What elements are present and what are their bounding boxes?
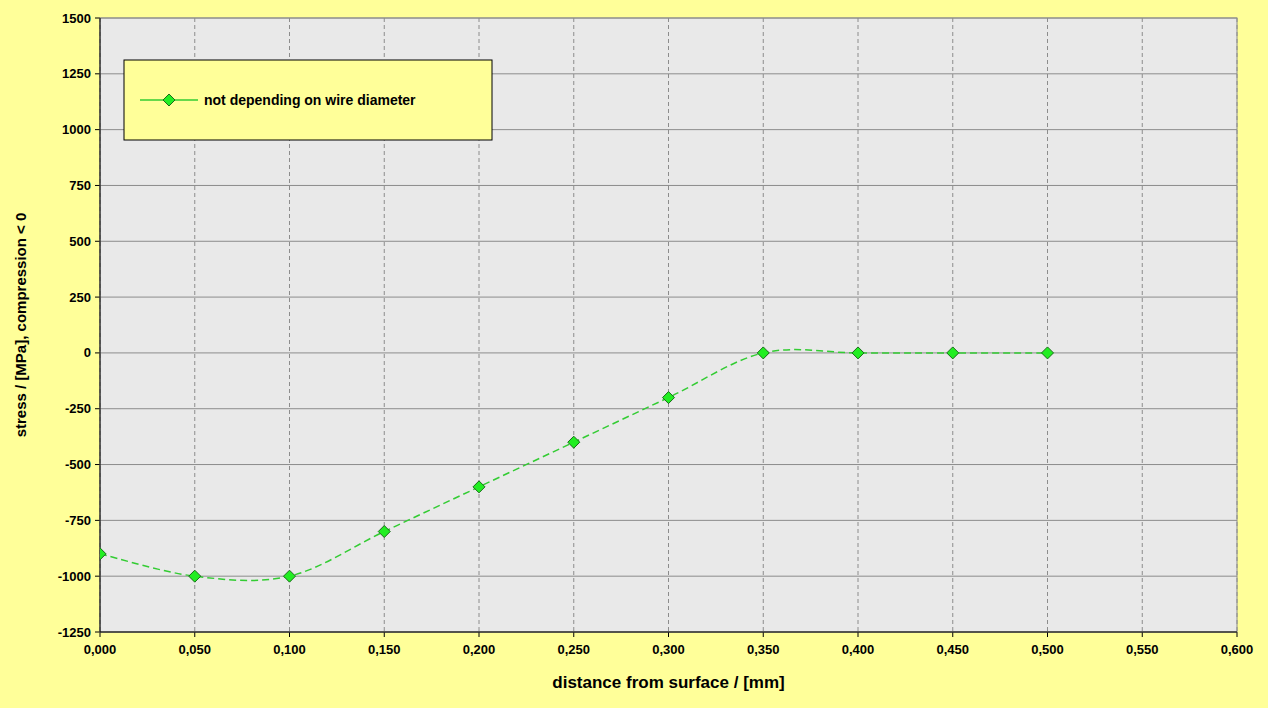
tick-label: 0,000 <box>84 642 117 657</box>
tick-label: 0,500 <box>1031 642 1064 657</box>
tick-label: 250 <box>69 290 91 305</box>
tick-mark <box>95 464 100 465</box>
data-point <box>378 526 390 538</box>
tick-mark <box>95 520 100 521</box>
grid-line <box>100 632 1237 633</box>
grid-line <box>100 520 1237 521</box>
tick-mark <box>1047 632 1048 637</box>
grid-line <box>858 18 859 632</box>
tick-label: -750 <box>65 513 91 528</box>
tick-mark <box>95 632 100 633</box>
grid-line <box>100 18 101 632</box>
tick-mark <box>95 408 100 409</box>
data-point <box>189 570 201 582</box>
legend-marker <box>163 94 175 106</box>
grid-line <box>1142 18 1143 632</box>
tick-label: -500 <box>65 457 91 472</box>
legend-box <box>124 60 492 140</box>
tick-mark <box>95 129 100 130</box>
tick-mark <box>952 632 953 637</box>
tick-mark <box>95 73 100 74</box>
data-point <box>947 347 959 359</box>
data-point <box>284 570 296 582</box>
tick-mark <box>95 18 100 19</box>
grid-line <box>100 464 1237 465</box>
data-point <box>663 392 675 404</box>
tick-label: 1000 <box>62 122 91 137</box>
grid-line <box>1047 18 1048 632</box>
tick-mark <box>573 632 574 637</box>
grid-line <box>100 185 1237 186</box>
tick-mark <box>289 632 290 637</box>
tick-label: 0,350 <box>747 642 780 657</box>
data-point <box>757 347 769 359</box>
tick-mark <box>858 632 859 637</box>
tick-label: 0,150 <box>368 642 401 657</box>
tick-label: 0,050 <box>178 642 211 657</box>
data-point <box>100 548 106 560</box>
grid-line <box>100 576 1237 577</box>
tick-label: 0,300 <box>652 642 685 657</box>
data-point <box>1042 347 1054 359</box>
plot-area <box>100 18 1237 632</box>
tick-mark <box>100 632 101 637</box>
tick-mark <box>95 297 100 298</box>
x-axis-title: distance from surface / [mm] <box>552 673 784 692</box>
grid-line <box>952 18 953 632</box>
series-line <box>100 350 1048 581</box>
tick-label: 0,200 <box>463 642 496 657</box>
legend-label: not depending on wire diameter <box>204 92 416 108</box>
data-point <box>473 481 485 493</box>
tick-mark <box>668 632 669 637</box>
tick-mark <box>1142 632 1143 637</box>
tick-mark <box>95 352 100 353</box>
tick-label: 0 <box>84 345 91 360</box>
tick-label: 0,450 <box>936 642 969 657</box>
series-group <box>100 347 1054 582</box>
legend: not depending on wire diameter <box>124 60 492 140</box>
tick-mark <box>95 185 100 186</box>
data-point <box>852 347 864 359</box>
tick-mark <box>384 632 385 637</box>
tick-label: -250 <box>65 401 91 416</box>
grid-line <box>100 297 1237 298</box>
chart: -1250 -1000 -750 -500 -250 0 250 500 750 1000 1250… <box>0 0 1268 708</box>
y-axis <box>100 18 101 632</box>
tick-label: 500 <box>69 234 91 249</box>
tick-label: 750 <box>69 178 91 193</box>
tick-label: 1250 <box>62 66 91 81</box>
tick-label: 0,250 <box>557 642 590 657</box>
background <box>0 0 1268 708</box>
tick-mark <box>479 632 480 637</box>
grid-line <box>100 241 1237 242</box>
data-point <box>568 436 580 448</box>
grid-line <box>763 18 764 632</box>
tick-mark <box>95 241 100 242</box>
grid-line <box>668 18 669 632</box>
tick-label: -1000 <box>58 569 91 584</box>
tick-label: 0,550 <box>1126 642 1159 657</box>
plot-frame <box>100 18 1237 632</box>
tick-mark <box>95 576 100 577</box>
x-axis <box>100 632 1237 633</box>
tick-label: 0,400 <box>842 642 875 657</box>
grid-line <box>100 408 1237 409</box>
grid-line <box>100 352 1237 353</box>
y-axis-title: stress / [MPa], compression < 0 <box>12 213 29 438</box>
tick-label: -1250 <box>58 625 91 640</box>
grid-line <box>573 18 574 632</box>
tick-label: 1500 <box>62 11 91 26</box>
tick-label: 0,600 <box>1221 642 1254 657</box>
tick-label: 0,100 <box>273 642 306 657</box>
tick-mark <box>763 632 764 637</box>
tick-mark <box>194 632 195 637</box>
tick-mark <box>1237 632 1238 637</box>
